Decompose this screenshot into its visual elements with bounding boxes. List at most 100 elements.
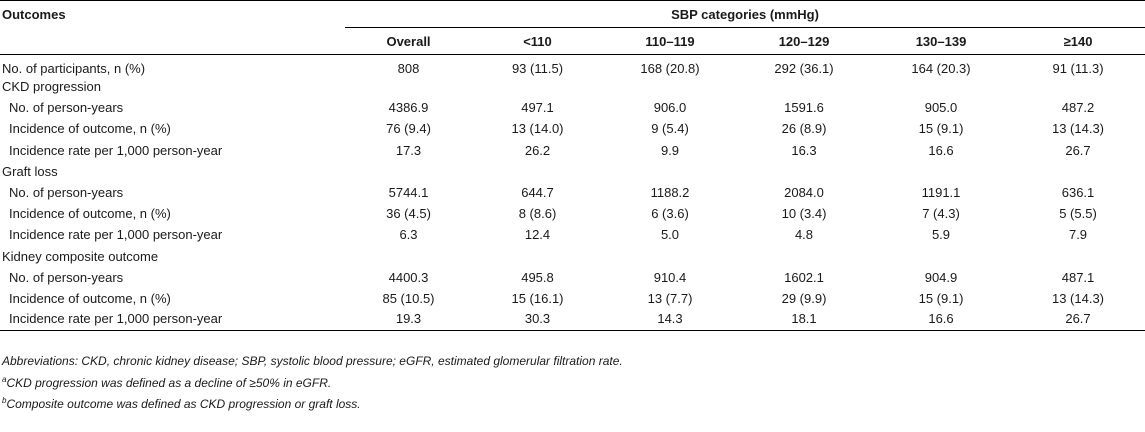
table-cell: [603, 246, 737, 267]
table-cell: 19.3: [345, 309, 472, 331]
table-row: No. of person-years 4400.3 495.8 910.4 1602.…: [0, 267, 1145, 288]
table-cell: 16.6: [928, 142, 954, 158]
table-cell: 5 (5.5): [1059, 206, 1097, 222]
table-cell: 16.3: [791, 142, 817, 158]
table-row: No. of person-years 4386.9 497.1 906.0 1591.…: [0, 97, 1145, 118]
table-cell: 292 (36.1): [774, 61, 834, 76]
table-row: Incidence of outcome, n (%) 76 (9.4) 13 (1…: [0, 118, 1145, 139]
table-cell: 4386.9: [388, 100, 429, 116]
table-cell: [472, 246, 603, 267]
table-cell: 808: [397, 61, 420, 76]
header-blank-cell: [0, 27, 345, 55]
table-cell: [345, 161, 472, 182]
table-cell: [1011, 76, 1145, 97]
table-cell: 6.3: [399, 227, 418, 243]
table-cell: 26 (8.9): [781, 121, 827, 137]
table-cell: 76 (9.4): [386, 121, 431, 137]
table-cell: 904.9: [924, 269, 958, 285]
row-label: Incidence of outcome, n (%): [9, 206, 171, 222]
table-cell: [345, 246, 472, 267]
table-cell: [603, 161, 737, 182]
table-cell: 26.7: [1065, 142, 1091, 158]
row-label: Kidney composite outcome: [2, 248, 159, 264]
table-cell: 1602.1: [784, 269, 824, 285]
table-cell: [737, 246, 871, 267]
table-cell: 29 (9.9): [781, 290, 827, 306]
row-label: Incidence of outcome, n (%): [9, 290, 171, 306]
table-cell: 15 (9.1): [918, 121, 964, 137]
table-row: Incidence of outcome, n (%) 36 (4.5) 8 (8.…: [0, 203, 1145, 224]
row-label: CKD progression: [2, 79, 101, 95]
row-label: No. of person-years: [9, 185, 124, 201]
abbreviations-note: Abbreviations: CKD, chronic kidney disea…: [2, 354, 623, 368]
table-cell: 18.1: [737, 309, 871, 331]
column-header: 110–119: [603, 27, 737, 55]
table-cell: 8 (8.6): [518, 206, 557, 222]
table-cell: 93 (11.5): [511, 61, 564, 76]
table-row: Incidence rate per 1,000 person-year 19.3…: [0, 309, 1145, 331]
table-cell: 644.7: [521, 185, 554, 201]
row-label: Incidence rate per 1,000 person-year: [9, 227, 223, 243]
table-cell: 910.4: [653, 269, 687, 285]
table-cell: [1011, 246, 1145, 267]
table-cell: 17.3: [395, 142, 422, 158]
table-row: No. of person-years 5744.1 644.7 1188.2 2084…: [0, 182, 1145, 203]
table-row: Incidence rate per 1,000 person-year 6.3 1…: [0, 224, 1145, 245]
column-header: 130–139: [871, 27, 1011, 55]
table-cell: 16.6: [871, 309, 1011, 331]
table-cell: [472, 76, 603, 97]
outcomes-header: Outcomes: [0, 0, 345, 28]
table-cell: [871, 246, 1011, 267]
table-cell: 4400.3: [388, 269, 429, 285]
row-label: Incidence of outcome, n (%): [9, 121, 171, 137]
table-cell: 91 (11.3): [1052, 61, 1104, 76]
table-row: Kidney composite outcome: [0, 246, 1145, 267]
table-cell: 7.9: [1068, 227, 1088, 243]
table-cell: 164 (20.3): [911, 61, 971, 76]
column-header: <110: [472, 27, 603, 55]
sbp-categories-header: SBP categories (mmHg): [345, 0, 1145, 28]
table-cell: 497.1: [521, 100, 554, 116]
table-cell: 85 (10.5): [382, 290, 435, 306]
table-cell: 636.1: [1061, 185, 1095, 201]
row-label: No. of person-years: [9, 269, 124, 285]
table-cell: [737, 76, 871, 97]
table-row: Incidence of outcome, n (%) 85 (10.5) 15 (…: [0, 288, 1145, 309]
table-cell: 1191.1: [921, 185, 961, 201]
table-cell: [345, 76, 472, 97]
footnote-b-marker: b: [2, 396, 7, 405]
table-body: No. of participants, n (%) 808 93 (11.5) 16…: [0, 55, 1145, 331]
table-cell: [472, 161, 603, 182]
table-cell: 4.8: [794, 227, 814, 243]
table-cell: 13 (14.3): [1051, 121, 1105, 137]
column-header: ≥140: [1011, 27, 1145, 55]
table-cell: 15 (16.1): [511, 290, 564, 306]
table-cell: 2084.0: [784, 185, 824, 201]
row-label: No. of participants, n (%): [2, 61, 146, 76]
table-cell: [1011, 161, 1145, 182]
row-label: No. of person-years: [9, 100, 124, 116]
column-header: Overall: [345, 27, 472, 55]
table-cell: 13 (14.0): [511, 121, 564, 137]
table-cell: 487.2: [1061, 100, 1095, 116]
table-cell: 14.3: [603, 309, 737, 331]
table-cell: 26.2: [524, 142, 551, 158]
table-cell: 9.9: [660, 142, 680, 158]
table-cell: 1188.2: [650, 185, 690, 201]
footnote-b-text: Composite outcome was defined as CKD pro…: [6, 397, 361, 411]
table-cell: 487.1: [1061, 269, 1095, 285]
table-cell: 13 (14.3): [1051, 290, 1105, 306]
row-label: Graft loss: [2, 163, 58, 179]
table-cell: [603, 76, 737, 97]
table-cell: 15 (9.1): [918, 290, 964, 306]
table-cell: 905.0: [924, 100, 958, 116]
table-cell: 30.3: [472, 309, 603, 331]
table-row: Incidence rate per 1,000 person-year 17.3…: [0, 140, 1145, 161]
table-cell: 906.0: [653, 100, 687, 116]
table-cell: 9 (5.4): [651, 121, 689, 137]
table-cell: [871, 76, 1011, 97]
footnote-a-text: CKD progression was defined as a decline…: [6, 375, 332, 390]
table-header: Outcomes SBP categories (mmHg) Overall <…: [0, 0, 1145, 55]
table-row: No. of participants, n (%) 808 93 (11.5) 16…: [0, 55, 1145, 76]
table-cell: 7 (4.3): [922, 206, 960, 222]
